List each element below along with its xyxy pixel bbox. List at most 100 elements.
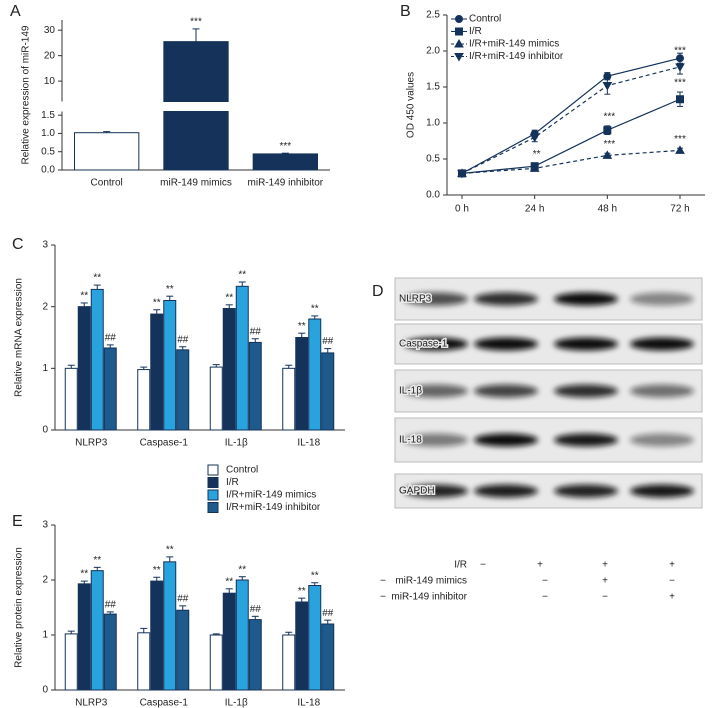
legend-marker — [455, 15, 463, 23]
x-tick-label: 0 h — [455, 204, 469, 215]
bar — [235, 579, 249, 691]
significance-label: ** — [225, 576, 233, 587]
bar — [74, 132, 140, 171]
y-axis-label: Relative protein expression — [14, 547, 25, 668]
blot-band — [404, 384, 468, 398]
x-tick-label: miR-149 inhibitor — [248, 178, 324, 189]
marker — [603, 126, 612, 135]
x-tick-label: IL-18 — [297, 438, 320, 449]
bar — [176, 349, 190, 431]
bar — [150, 313, 164, 431]
y-tick-label: 0.5 — [41, 146, 55, 157]
x-tick-label: NLRP3 — [75, 698, 108, 708]
blot-band — [630, 337, 694, 351]
x-tick-label: IL-1β — [225, 438, 248, 449]
bar — [248, 619, 262, 691]
significance-label: ## — [105, 333, 117, 344]
blot: D NLRP3 Caspase-1 IL-1β IL-18 GAPDH I/R − + + + miR… — [372, 277, 703, 603]
significance-label: *** — [190, 17, 202, 28]
legend-swatch — [207, 477, 219, 488]
bar — [90, 288, 104, 431]
significance-label: ** — [311, 570, 319, 581]
condition-sign: − — [380, 576, 386, 587]
x-tick-label: 72 h — [670, 204, 689, 215]
y-tick-label: 10 — [44, 76, 56, 87]
blot-row-label: NLRP3 — [399, 294, 432, 305]
y-tick-label: 2.5 — [426, 10, 440, 21]
legend-swatch — [207, 489, 219, 501]
condition-sign: + — [602, 576, 608, 587]
y-tick-label: 20 — [44, 50, 56, 61]
y-axis-label: OD 450 values — [406, 72, 417, 138]
y-tick-label: 3 — [42, 520, 48, 531]
significance-label: ** — [311, 304, 319, 315]
significance-label: ## — [250, 604, 262, 615]
marker — [602, 82, 613, 91]
bar — [64, 633, 78, 691]
blot-band — [404, 433, 468, 447]
condition-sign: − — [542, 592, 548, 603]
bar — [77, 583, 91, 691]
condition-label: miR-149 mimics — [395, 576, 467, 587]
y-tick-label: 1.5 — [41, 110, 55, 121]
x-tick-label: Caspase-1 — [140, 698, 189, 708]
significance-label: ** — [238, 270, 246, 281]
bar — [103, 347, 117, 431]
x-tick-label: IL-1β — [225, 698, 248, 708]
marker — [529, 133, 540, 143]
significance-label: ** — [225, 292, 233, 303]
blot-band — [630, 384, 694, 398]
y-tick-label: 0.5 — [426, 154, 440, 165]
bar — [64, 367, 78, 431]
y-tick-label: 3 — [42, 240, 48, 251]
chart-panel: C 0 1 2 3 Relative mRNA expression NLRP3 ** ** ##… — [12, 236, 345, 449]
condition-label: miR-149 inhibitor — [391, 592, 467, 603]
chart-panel: B 0.0 0.5 1.0 1.5 2.0 2.5 OD 450 values 0 h 24 h 4… — [400, 3, 705, 215]
blot-band — [554, 433, 618, 447]
blot-row-label: IL-18 — [399, 435, 422, 446]
condition-sign: − — [542, 576, 548, 587]
bar — [308, 585, 322, 691]
x-tick-label: IL-18 — [297, 698, 320, 708]
y-tick-label: 0 — [42, 425, 48, 436]
x-tick-label: NLRP3 — [75, 438, 108, 449]
condition-sign: − — [602, 592, 608, 603]
legend-label: I/R — [469, 26, 482, 37]
bar — [176, 609, 190, 691]
significance-label: *** — [603, 139, 615, 150]
condition-sign: + — [669, 560, 675, 571]
legend-label: I/R+miR-149 inhibitor — [469, 51, 564, 62]
significance-label: ** — [93, 555, 101, 566]
bar — [209, 366, 223, 431]
bar — [90, 570, 104, 691]
series-line — [461, 149, 681, 174]
blot-band — [630, 433, 694, 447]
bar — [163, 561, 177, 691]
significance-label: ## — [250, 326, 262, 337]
significance-label: *** — [279, 141, 291, 152]
bar — [150, 580, 164, 691]
blot-band — [404, 292, 468, 306]
bar — [222, 308, 236, 431]
condition-sign: + — [602, 560, 608, 571]
blot-band — [474, 337, 538, 351]
panel-label: E — [12, 513, 23, 530]
series-line — [461, 57, 681, 174]
condition-label: I/R — [454, 560, 467, 571]
blot-band — [630, 484, 694, 498]
significance-label: ** — [80, 291, 88, 302]
legend-label: I/R+miR-149 inhibitor — [226, 502, 321, 513]
legend-label: Control — [469, 14, 501, 25]
bar — [248, 341, 262, 431]
condition-sign: − — [669, 576, 675, 587]
bar — [321, 352, 335, 431]
significance-label: *** — [674, 45, 686, 56]
blot-row-label: Caspase-1 — [399, 339, 448, 350]
marker — [675, 63, 685, 72]
blot-band — [404, 337, 468, 351]
legend-marker — [454, 38, 464, 48]
blot-band — [554, 337, 618, 351]
significance-label: ** — [533, 149, 541, 160]
blot-band — [554, 484, 618, 498]
